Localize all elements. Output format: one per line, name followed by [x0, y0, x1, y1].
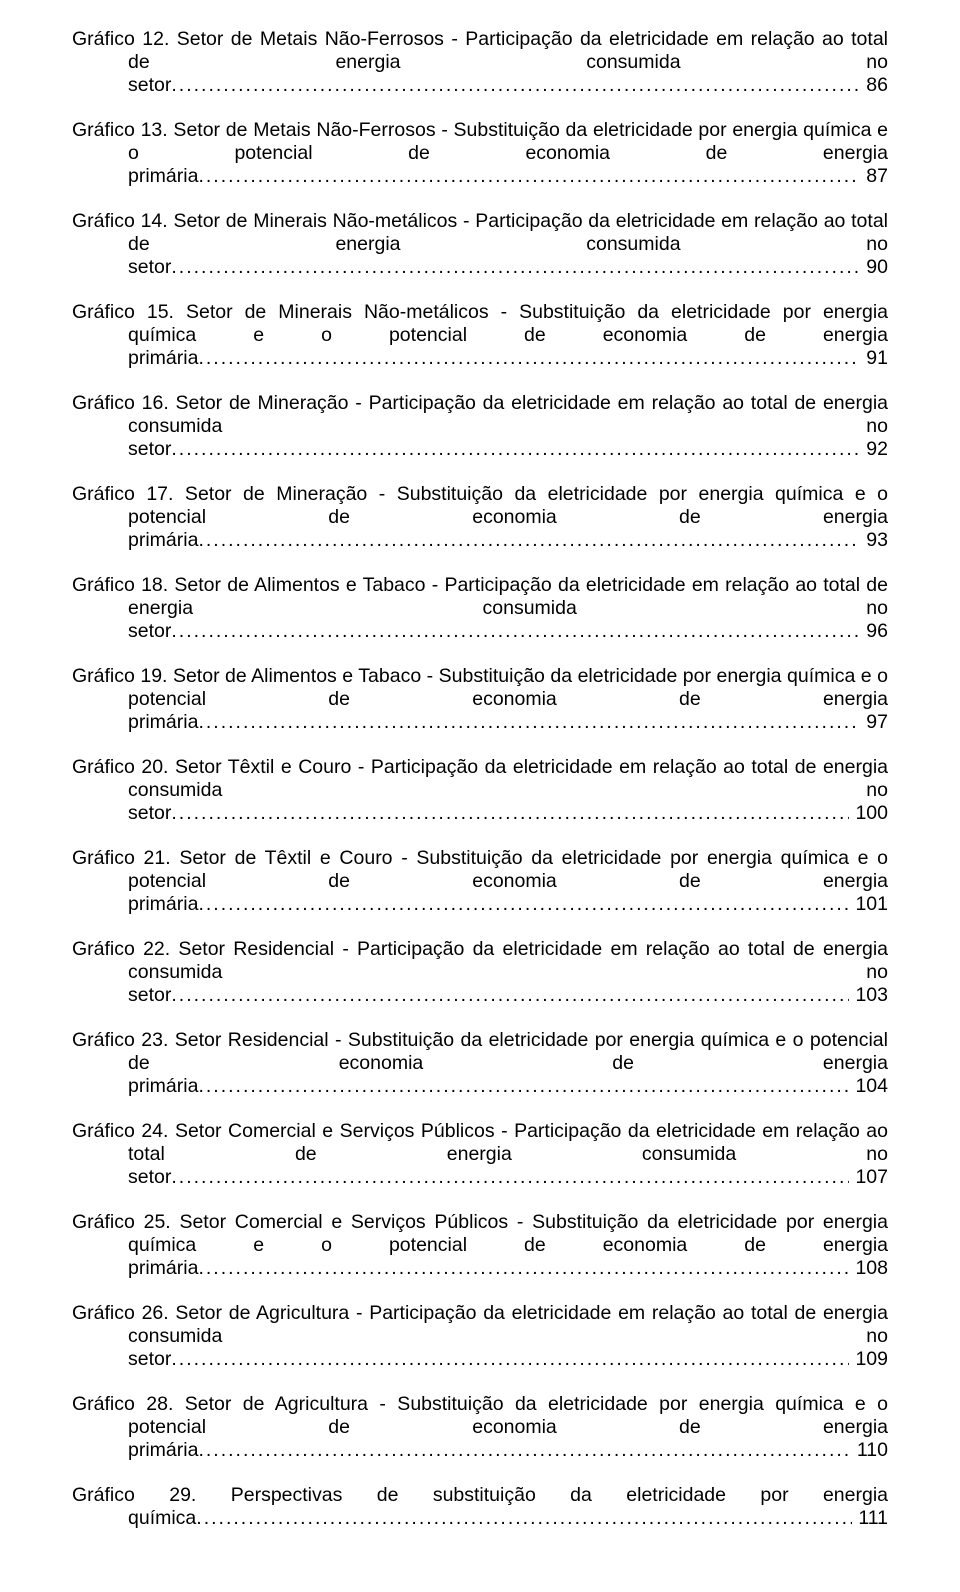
toc-page-number: 92: [860, 438, 888, 461]
toc-entry: 92Gráfico 16. Setor de Mineração - Parti…: [72, 392, 888, 461]
toc-leader-dots: [171, 802, 888, 824]
toc-page-number: 96: [860, 620, 888, 643]
toc-leader-dots: [198, 347, 888, 369]
toc-page-number: 86: [860, 74, 888, 97]
toc-entry: 107Gráfico 24. Setor Comercial e Serviço…: [72, 1120, 888, 1189]
toc-leader-dots: [171, 1348, 888, 1370]
toc-leader-dots: [198, 529, 888, 551]
toc-entry: 109Gráfico 26. Setor de Agricultura - Pa…: [72, 1302, 888, 1371]
toc-entry: 90Gráfico 14. Setor de Minerais Não-metá…: [72, 210, 888, 279]
toc-entry: 96Gráfico 18. Setor de Alimentos e Tabac…: [72, 574, 888, 643]
toc-leader-dots: [171, 438, 888, 460]
toc-leader-dots: [171, 74, 888, 96]
toc-leader-dots: [198, 893, 888, 915]
toc-entry: 108Gráfico 25. Setor Comercial e Serviço…: [72, 1211, 888, 1280]
toc-page-number: 107: [849, 1166, 888, 1189]
toc-page-number: 111: [852, 1507, 888, 1530]
toc-page-number: 110: [851, 1439, 888, 1462]
toc-page-number: 100: [849, 802, 888, 825]
toc-entry: 93Gráfico 17. Setor de Mineração - Subst…: [72, 483, 888, 552]
toc-leader-dots: [198, 1439, 888, 1461]
toc-entry: 104Gráfico 23. Setor Residencial - Subst…: [72, 1029, 888, 1098]
toc-entry: 87Gráfico 13. Setor de Metais Não-Ferros…: [72, 119, 888, 188]
toc-page-number: 104: [849, 1075, 888, 1098]
toc-page-number: 90: [860, 256, 888, 279]
toc-page-number: 93: [860, 529, 888, 552]
toc-entry: 97Gráfico 19. Setor de Alimentos e Tabac…: [72, 665, 888, 734]
toc-leader-dots: [198, 711, 888, 733]
toc-entry: 110Gráfico 28. Setor de Agricultura - Su…: [72, 1393, 888, 1462]
toc-leader-dots: [198, 165, 888, 187]
toc-page-number: 101: [849, 893, 888, 916]
toc-entry: 91Gráfico 15. Setor de Minerais Não-metá…: [72, 301, 888, 370]
toc-leader-dots: [171, 1166, 888, 1188]
toc-page-number: 109: [849, 1348, 888, 1371]
toc-page-number: 108: [849, 1257, 888, 1280]
toc-page-number: 91: [860, 347, 888, 370]
toc-page-number: 97: [860, 711, 888, 734]
toc-leader-dots: [171, 620, 888, 642]
toc-leader-dots: [171, 256, 888, 278]
toc-page-number: 87: [860, 165, 888, 188]
toc-entry: 100Gráfico 20. Setor Têxtil e Couro - Pa…: [72, 756, 888, 825]
toc-leader-dots: [171, 984, 888, 1006]
toc-page-number: 103: [849, 984, 888, 1007]
toc-leader-dots: [198, 1075, 888, 1097]
table-of-contents: 86Gráfico 12. Setor de Metais Não-Ferros…: [72, 28, 888, 1530]
toc-leader-dots: [196, 1507, 888, 1529]
toc-entry: 111Gráfico 29. Perspectivas de substitui…: [72, 1484, 888, 1530]
toc-leader-dots: [198, 1257, 888, 1279]
toc-entry: 101Gráfico 21. Setor de Têxtil e Couro -…: [72, 847, 888, 916]
toc-entry: 86Gráfico 12. Setor de Metais Não-Ferros…: [72, 28, 888, 97]
toc-entry: 103Gráfico 22. Setor Residencial - Parti…: [72, 938, 888, 1007]
